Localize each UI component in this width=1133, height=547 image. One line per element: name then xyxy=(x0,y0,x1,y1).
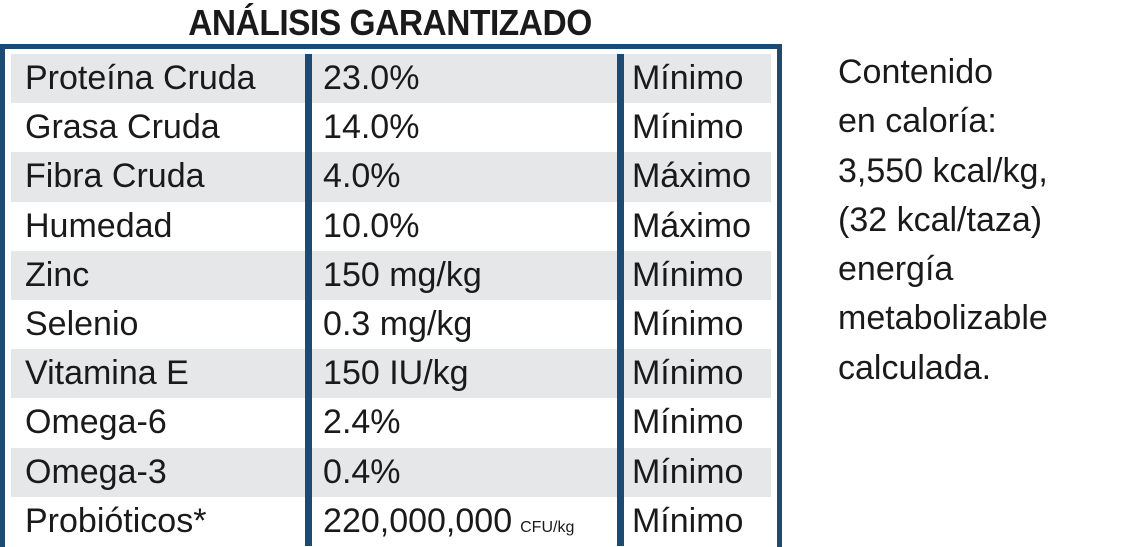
qualifier: Mínimo xyxy=(631,403,744,442)
qualifier: Mínimo xyxy=(623,447,771,497)
column-divider xyxy=(305,152,313,202)
note-line: metabolizable xyxy=(838,299,1048,338)
nutrient-value: 0.3 mg/kg xyxy=(312,300,617,349)
column-divider xyxy=(616,299,624,350)
table-row: Vitamina E 150 IU/kg Mínimo xyxy=(5,349,777,399)
note-line: 3,550 kcal/kg, xyxy=(838,151,1048,190)
note-line: energía xyxy=(838,250,954,289)
table-row: Grasa Cruda 14.0% Mínimo xyxy=(5,103,777,153)
column-divider xyxy=(305,54,313,104)
nutrient-value: 220,000,000 CFU/kg xyxy=(312,497,617,546)
qualifier: Mínimo xyxy=(631,108,744,147)
column-divider xyxy=(305,349,313,399)
column-divider xyxy=(616,103,624,153)
value-text: 0.4% xyxy=(323,452,401,491)
column-divider xyxy=(616,447,624,497)
qualifier: Máximo xyxy=(631,206,751,245)
nutrient-value: 150 mg/kg xyxy=(312,250,617,300)
column-divider xyxy=(305,103,313,153)
nutrient-name: Omega-3 xyxy=(11,447,306,497)
column-divider xyxy=(305,250,313,300)
column-divider xyxy=(305,496,313,546)
column-divider xyxy=(616,201,624,251)
table-row: Fibra Cruda 4.0% Máximo xyxy=(5,152,777,202)
qualifier: Mínimo xyxy=(631,304,744,343)
column-divider xyxy=(616,349,624,399)
column-divider xyxy=(616,250,624,300)
value-text: 2.4% xyxy=(323,403,401,442)
qualifier: Mínimo xyxy=(623,250,771,300)
value-text: 0.3 mg/kg xyxy=(323,304,473,343)
table-row: Zinc 150 mg/kg Mínimo xyxy=(5,250,777,300)
column-divider xyxy=(305,447,313,497)
column-divider xyxy=(616,152,624,202)
column-divider xyxy=(305,299,313,350)
nutrient-name: Zinc xyxy=(11,250,306,300)
table-row: Selenio 0.3 mg/kg Mínimo xyxy=(5,299,777,350)
column-divider xyxy=(616,496,624,546)
nutrient-value: 0.4% xyxy=(312,447,617,497)
nutrient-name: Proteína Cruda xyxy=(11,54,306,104)
column-divider xyxy=(616,398,624,448)
table-row: Humedad 10.0% Máximo xyxy=(5,201,777,251)
qualifier: Máximo xyxy=(623,152,771,202)
nutrient-name: Probióticos* xyxy=(25,501,207,540)
table-row: Probióticos* 220,000,000 CFU/kg Mínimo xyxy=(5,496,777,546)
column-divider xyxy=(616,54,624,104)
table-row: Proteína Cruda 23.0% Mínimo xyxy=(5,54,777,104)
table-row: Omega-3 0.4% Mínimo xyxy=(5,447,777,497)
value-text: 220,000,000 xyxy=(323,501,513,540)
value-unit: CFU/kg xyxy=(520,518,575,536)
nutrient-name: Omega-6 xyxy=(25,403,167,442)
nutrient-name: Grasa Cruda xyxy=(25,108,220,147)
qualifier: Mínimo xyxy=(623,349,771,399)
nutrient-value: 23.0% xyxy=(312,54,617,104)
value-text: 23.0% xyxy=(323,59,420,97)
table-row: Omega-6 2.4% Mínimo xyxy=(5,398,777,448)
note-line: (32 kcal/taza) xyxy=(838,200,1043,239)
value-text: 10.0% xyxy=(323,206,420,245)
nutrient-value: 14.0% xyxy=(312,103,617,152)
value-text: 4.0% xyxy=(323,157,401,196)
note-line: Contenido xyxy=(838,53,994,91)
value-text: 14.0% xyxy=(323,108,420,147)
guaranteed-analysis-table: Proteína Cruda 23.0% Mínimo Grasa Cruda … xyxy=(0,44,782,547)
column-divider xyxy=(305,201,313,251)
nutrient-value: 4.0% xyxy=(312,152,617,202)
nutrient-value: 150 IU/kg xyxy=(312,349,617,399)
value-text: 150 mg/kg xyxy=(323,255,482,294)
note-line: calculada. xyxy=(838,348,992,387)
nutrient-name: Fibra Cruda xyxy=(11,152,306,202)
nutrient-name: Selenio xyxy=(25,304,139,343)
calorie-content-note: Contenido en caloría: 3,550 kcal/kg, (32… xyxy=(838,48,1128,393)
qualifier: Mínimo xyxy=(623,54,771,104)
column-divider xyxy=(305,398,313,448)
nutrient-value: 10.0% xyxy=(312,202,617,251)
qualifier: Mínimo xyxy=(631,501,744,540)
table-title: ANÁLISIS GARANTIZADO xyxy=(188,2,592,43)
nutrient-name: Humedad xyxy=(25,206,173,245)
nutrient-value: 2.4% xyxy=(312,398,617,447)
nutrient-name: Vitamina E xyxy=(11,349,306,399)
value-text: 150 IU/kg xyxy=(323,354,469,393)
note-line: en caloría: xyxy=(838,102,997,141)
